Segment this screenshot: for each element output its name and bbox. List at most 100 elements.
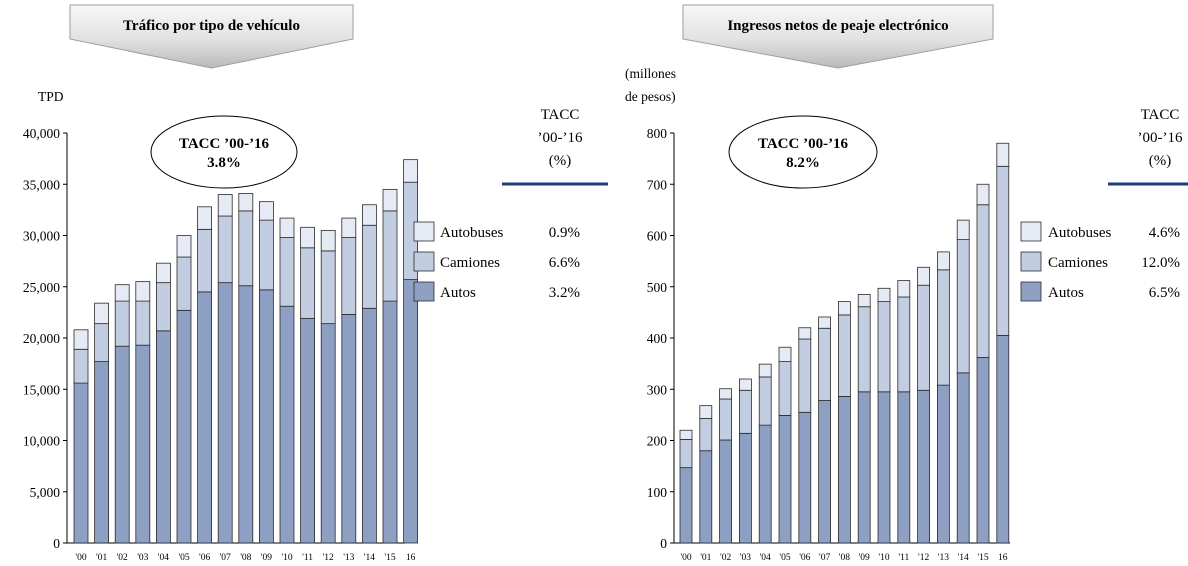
y-tick-label: 500 — [647, 280, 668, 295]
bar-segment-autobuses — [719, 388, 732, 400]
x-tick-label: '15 — [977, 553, 988, 563]
bar-segment-camiones — [197, 228, 213, 293]
bar-segment-autos — [94, 361, 109, 544]
x-tick-label: '12 — [323, 553, 334, 563]
bar-segment-autos — [897, 391, 911, 544]
legend-label: Camiones — [440, 255, 500, 271]
bar-segment-autos — [739, 432, 752, 544]
bar-segment-camiones — [300, 247, 316, 319]
bar-segment-autobuses — [114, 284, 130, 302]
bar-segment-camiones — [818, 327, 831, 401]
legend-tacc-value: 0.9% — [549, 225, 580, 241]
bar-segment-autos — [361, 307, 377, 544]
x-tick-label: '02 — [117, 553, 128, 563]
bar-segment-autobuses — [739, 378, 752, 391]
bar-segment-camiones — [857, 306, 871, 393]
y-tick-label: 40,000 — [23, 126, 60, 141]
tacc-header-line: TACC — [541, 107, 580, 123]
bar-segment-autobuses — [818, 316, 831, 329]
y-tick-label: 400 — [647, 331, 668, 346]
bar-segment-autobuses — [320, 229, 336, 252]
x-tick-label: 16 — [998, 553, 1008, 563]
x-tick-label: '10 — [878, 553, 889, 563]
x-tick-label: '00 — [680, 553, 691, 563]
x-tick-label: '09 — [261, 553, 272, 563]
x-tick-label: '13 — [343, 553, 354, 563]
bar-segment-camiones — [699, 418, 713, 452]
bar-segment-autos — [155, 330, 171, 544]
x-tick-label: '03 — [740, 553, 751, 563]
bar-segment-autos — [300, 318, 316, 544]
x-tick-label: '06 — [199, 553, 210, 563]
tacc-header-line: ’00-’16 — [538, 130, 583, 146]
x-tick-label: '11 — [898, 553, 909, 563]
bar-segment-autos — [679, 467, 693, 544]
x-tick-label: '01 — [700, 553, 711, 563]
bar-segment-camiones — [73, 348, 89, 384]
chart-title: Tráfico por tipo de vehículo — [123, 18, 300, 34]
legend-swatch-autobuses — [1020, 221, 1042, 242]
y-tick-label: 5,000 — [30, 485, 61, 500]
y-axis-label: de pesos) — [625, 89, 676, 104]
bar-segment-camiones — [739, 389, 752, 434]
bar-segment-camiones — [937, 269, 950, 386]
x-tick-label: '12 — [918, 553, 929, 563]
x-tick-label: '07 — [819, 553, 830, 563]
bar-segment-autobuses — [798, 327, 812, 340]
bar-segment-camiones — [877, 301, 891, 393]
bar-segment-autobuses — [778, 346, 792, 362]
legend-label: Autobuses — [440, 225, 503, 241]
bar-segment-camiones — [361, 224, 377, 309]
x-tick-label: '05 — [178, 553, 189, 563]
bar-segment-autobuses — [937, 251, 950, 271]
y-tick-label: 100 — [647, 485, 668, 500]
bar-segment-autos — [857, 391, 871, 544]
title-banner — [69, 4, 354, 69]
bar-segment-autos — [73, 382, 89, 544]
cagr-oval-value: 8.2% — [786, 155, 820, 171]
bar-segment-camiones — [679, 439, 693, 469]
y-tick-label: 600 — [647, 229, 668, 244]
bar-segment-autos — [341, 314, 357, 544]
bar-segment-autos — [699, 450, 713, 544]
bar-segment-camiones — [996, 165, 1010, 336]
bar-segment-autobuses — [679, 429, 693, 440]
bar-segment-camiones — [758, 376, 772, 426]
bar-segment-autos — [758, 424, 772, 544]
x-tick-label: '08 — [839, 553, 850, 563]
bar-segment-autobuses — [857, 294, 871, 308]
legend-label: Autobuses — [1048, 225, 1111, 241]
bar-segment-autobuses — [956, 219, 970, 241]
bar-segment-autos — [917, 389, 930, 544]
bar-segment-camiones — [956, 239, 970, 374]
bar-segment-autobuses — [361, 204, 377, 226]
y-tick-label: 0 — [53, 536, 60, 551]
legend-swatch-camiones — [413, 251, 435, 272]
x-tick-label: '05 — [779, 553, 790, 563]
traffic-chart: Tráfico por tipo de vehículo TPD 0 5,000 10,… — [23, 4, 608, 563]
y-tick-label: 30,000 — [23, 229, 60, 244]
y-tick-label: 25,000 — [23, 280, 60, 295]
y-axis-label: (millones — [625, 66, 676, 81]
bar-segment-autos — [937, 384, 950, 544]
x-tick-label: '11 — [302, 553, 313, 563]
x-tick-label: '14 — [958, 553, 969, 563]
x-tick-label: '15 — [384, 553, 395, 563]
tacc-header-line: TACC — [1141, 107, 1180, 123]
cagr-oval-value: 3.8% — [207, 155, 241, 171]
bar-segment-camiones — [176, 256, 192, 311]
bar-segment-autos — [135, 344, 151, 544]
bar-segment-autobuses — [258, 201, 274, 221]
bar-segment-autobuses — [300, 226, 316, 249]
cagr-oval — [150, 115, 298, 189]
legend-label: Autos — [1048, 285, 1084, 301]
legend-tacc-value: 6.5% — [1149, 285, 1180, 301]
bar-segment-camiones — [719, 398, 732, 441]
bar-segment-autobuses — [238, 193, 254, 212]
tacc-header-line: (%) — [1149, 153, 1172, 169]
x-tick-label: '03 — [137, 553, 148, 563]
y-tick-label: 300 — [647, 382, 668, 397]
x-tick-label: '04 — [760, 553, 771, 563]
bar-segment-autos — [279, 305, 295, 544]
